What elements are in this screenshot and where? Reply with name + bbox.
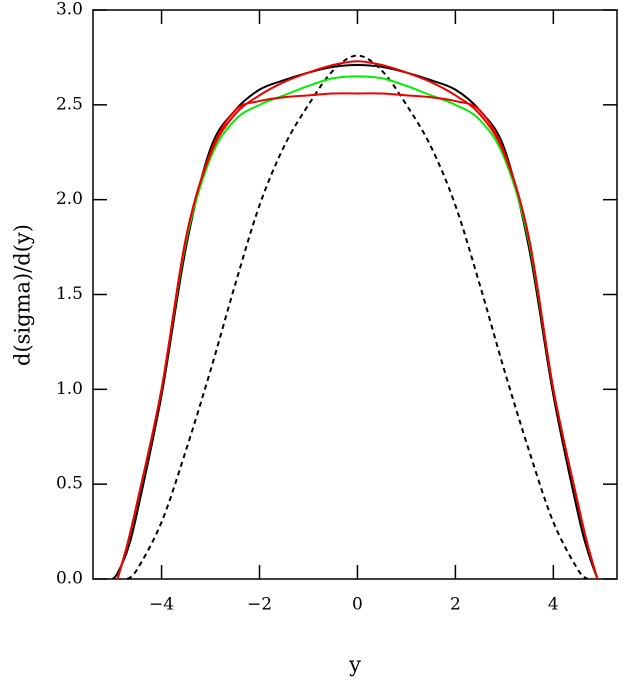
line-series [111,64,599,580]
y-tick-label: 1.5 [56,284,83,304]
x-tick-label: 4 [548,595,559,615]
line-series [116,75,599,580]
line-series [126,54,589,580]
x-tick-label: −2 [247,595,272,615]
y-tick-label: 0.5 [56,474,83,494]
x-tick-label: 0 [352,595,363,615]
y-tick-label: 2.0 [56,189,83,209]
y-tick-label: 0.0 [56,569,83,589]
x-axis-title: y [348,653,361,677]
x-tick-label: 2 [450,595,461,615]
line-series [116,92,599,580]
y-tick-label: 1.0 [56,379,83,399]
y-tick-label: 3.0 [56,0,83,20]
x-tick-label: −4 [149,595,174,615]
y-tick-label: 2.5 [56,94,83,114]
line-series [116,60,599,580]
y-axis-title: d(sigma)/d(y) [11,224,35,366]
